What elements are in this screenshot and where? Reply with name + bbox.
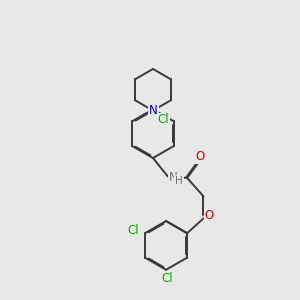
Text: N: N <box>169 170 178 184</box>
Text: Cl: Cl <box>157 113 169 127</box>
Text: H: H <box>175 176 183 186</box>
Text: O: O <box>195 150 205 163</box>
Text: O: O <box>205 209 214 222</box>
Text: Cl: Cl <box>162 272 173 285</box>
Text: Cl: Cl <box>127 224 139 237</box>
Text: N: N <box>149 104 158 117</box>
